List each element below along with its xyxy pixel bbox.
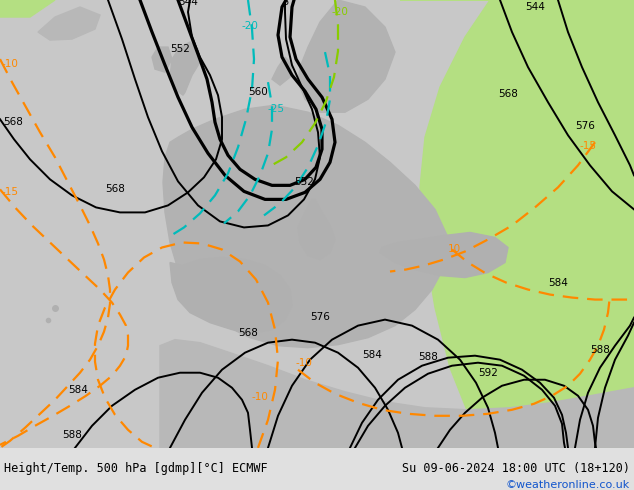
Text: 10: 10 bbox=[448, 245, 461, 254]
Polygon shape bbox=[0, 0, 55, 17]
Text: -10: -10 bbox=[2, 59, 19, 69]
Polygon shape bbox=[152, 47, 172, 72]
Text: ©weatheronline.co.uk: ©weatheronline.co.uk bbox=[506, 480, 630, 490]
Text: -15: -15 bbox=[2, 187, 19, 197]
Text: 568: 568 bbox=[238, 328, 258, 338]
Polygon shape bbox=[400, 0, 634, 448]
Text: 576: 576 bbox=[310, 312, 330, 321]
Text: -10: -10 bbox=[295, 358, 312, 368]
Polygon shape bbox=[270, 328, 634, 448]
Text: 568: 568 bbox=[3, 117, 23, 127]
Text: 588: 588 bbox=[590, 344, 610, 355]
Polygon shape bbox=[555, 0, 634, 67]
Text: -10: -10 bbox=[252, 392, 269, 402]
Text: 552: 552 bbox=[294, 177, 314, 187]
Polygon shape bbox=[298, 199, 335, 260]
Text: 592: 592 bbox=[478, 368, 498, 378]
Text: 584: 584 bbox=[548, 277, 568, 288]
Text: Su 09-06-2024 18:00 UTC (18+120): Su 09-06-2024 18:00 UTC (18+120) bbox=[402, 462, 630, 475]
Text: 552: 552 bbox=[170, 44, 190, 54]
Text: -20: -20 bbox=[332, 7, 349, 17]
Polygon shape bbox=[170, 42, 200, 95]
Polygon shape bbox=[380, 232, 508, 277]
Text: -20: -20 bbox=[242, 21, 259, 31]
Text: 584: 584 bbox=[68, 385, 88, 395]
Polygon shape bbox=[298, 0, 395, 112]
Polygon shape bbox=[170, 257, 292, 333]
Text: 584: 584 bbox=[362, 350, 382, 360]
Text: 560: 560 bbox=[248, 87, 268, 97]
Polygon shape bbox=[272, 57, 292, 85]
Polygon shape bbox=[163, 105, 448, 348]
Text: 576: 576 bbox=[575, 121, 595, 131]
Text: 588: 588 bbox=[418, 352, 438, 362]
Polygon shape bbox=[160, 340, 634, 448]
Text: Height/Temp. 500 hPa [gdmp][°C] ECMWF: Height/Temp. 500 hPa [gdmp][°C] ECMWF bbox=[4, 462, 268, 475]
Polygon shape bbox=[38, 7, 100, 40]
Text: 544: 544 bbox=[525, 2, 545, 12]
Text: 568: 568 bbox=[498, 89, 518, 99]
Text: -15: -15 bbox=[580, 141, 597, 151]
Text: -25: -25 bbox=[268, 104, 285, 114]
Text: 568: 568 bbox=[105, 184, 125, 195]
Text: 588: 588 bbox=[62, 430, 82, 440]
Text: 5: 5 bbox=[282, 0, 288, 7]
Text: 544: 544 bbox=[178, 0, 198, 7]
